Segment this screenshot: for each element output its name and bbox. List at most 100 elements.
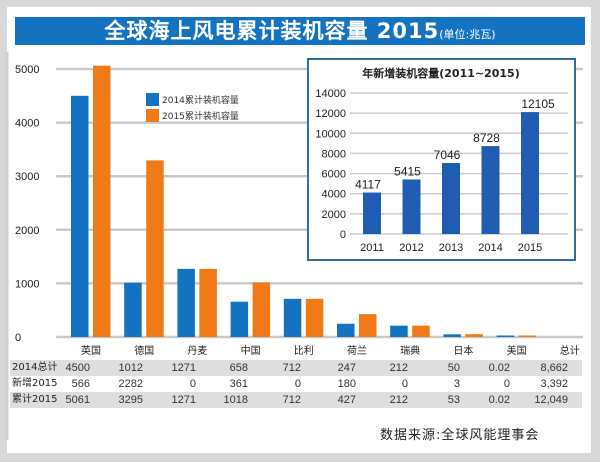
table-cell: 0 [503,378,510,390]
x-category-label: 德国 [134,344,154,357]
table-cell: 3295 [118,394,143,406]
inset-title: 年新增装机容量(2011~2015) [362,66,520,80]
table-cell: 427 [337,394,356,406]
inset-y-tick-label: 14000 [315,88,346,100]
table-row-2014-total: 2014总计 4500 1012 1271 658 712 247 212 50 0.02 8,6… [10,360,582,376]
table-cell: 5061 [65,394,90,406]
unit-label: (单位:兆瓦) [439,28,496,41]
inset-y-tick-label: 6000 [322,169,346,181]
x-category-label: 中国 [241,344,261,357]
x-category-label: 美国 [507,344,527,357]
inset-bar [481,146,500,234]
inset-y-tick-label: 4000 [322,189,346,201]
table-cell: 2282 [118,378,143,390]
legend-swatch-2015 [146,109,159,122]
inset-y-tick-label: 2000 [322,209,346,221]
table-cell: 0 [294,378,301,390]
table-cell: 658 [229,362,248,374]
inset-y-tick-label: 0 [340,229,346,241]
table-cell: 53 [447,394,460,406]
legend-label-2014: 2014累计装机容量 [162,94,239,106]
inset-x-category-label: 2014 [478,242,502,254]
bar-2015 [359,314,377,337]
table-cell: 3,392 [540,378,568,390]
table-cell: 361 [229,378,248,390]
x-category-label: 荷兰 [347,344,367,357]
row-header: 新增2015 [12,378,58,389]
y-tick-label: 3000 [15,171,39,183]
y-tick-label: 2000 [15,225,39,237]
bar-2015 [465,334,483,337]
inset-y-tick-label: 12000 [315,108,346,120]
table-cell: 712 [282,394,301,406]
table-cell: 1271 [171,362,196,374]
inset-x-category-label: 2011 [360,242,384,254]
title-bar: 全球海上风电累计装机容量 2015(单位:兆瓦) [15,17,585,45]
inset-x-category-label: 2012 [399,242,423,254]
bar-2014 [443,334,461,337]
page-title: 全球海上风电累计装机容量 2015 [104,19,440,43]
table-cell: 1018 [223,394,248,406]
y-tick-label: 4000 [15,118,39,130]
inset-data-label: 4117 [355,178,381,192]
table-cell: 3 [453,378,460,390]
data-source: 数据来源:全球风能理事会 [380,428,540,443]
table-cell: 1271 [171,394,196,406]
table-cell: 0.02 [488,394,510,406]
table-cell: 8,662 [540,362,568,374]
table-cell: 712 [282,362,301,374]
bar-2014 [496,335,515,337]
inset-data-label: 12105 [521,97,555,111]
bar-2014 [124,282,142,337]
inset-y-tick-label: 8000 [322,148,346,160]
x-category-label: 日本 [453,344,473,357]
inset-data-label: 7046 [434,148,461,162]
inset-bar [521,112,539,234]
legend-label-2015: 2015累计装机容量 [162,110,239,122]
bar-2014 [337,323,355,337]
x-category-label: 比利 [294,345,314,357]
x-category-label: 丹麦 [187,345,207,357]
inset-x-category-label: 2015 [518,242,542,254]
inset-y-tick-label: 10000 [315,128,346,140]
data-table: 2014总计 4500 1012 1271 658 712 247 212 50 0.02 8,6… [10,360,582,408]
bar-2015 [93,65,111,337]
bar-2014 [230,301,249,337]
x-category-label: 瑞典 [400,344,420,357]
legend: 2014累计装机容量 2015累计装机容量 [146,93,239,122]
bar-2015 [252,282,271,337]
table-row-2015-cumulative: 累计2015 5061 3295 1271 1018 712 427 212 53 0.02 12… [10,392,582,408]
table-cell: 4500 [65,362,90,374]
inset-data-label: 5415 [394,164,421,178]
row-header: 累计2015 [12,394,58,405]
table-cell: 0.02 [488,362,510,374]
table-cell: 212 [389,362,408,374]
x-category-label: 英国 [81,344,101,357]
table-cell: 212 [389,394,408,406]
table-cell: 0 [401,378,408,390]
table-cell: 12,049 [534,394,568,406]
inset-x-category-label: 2013 [439,242,463,254]
x-category-label: 总计 [560,344,580,357]
inset-bar [363,192,381,234]
row-header: 2014总计 [12,362,58,373]
inset-bar [442,163,460,234]
bar-2014 [390,325,408,337]
inset-data-label: 8728 [473,131,500,145]
table-cell: 566 [71,378,90,390]
table-cell: 0 [189,378,196,390]
table-cell: 50 [447,362,460,374]
inset-bar [402,179,421,234]
legend-swatch-2014 [146,93,159,106]
bar-2015 [199,268,217,337]
y-tick-label: 5000 [15,64,39,76]
bar-2014 [177,268,195,337]
table-row-2015-new: 新增2015 566 2282 0 361 0 180 0 3 0 3,392 [10,376,582,392]
y-tick-label: 0 [15,332,21,344]
bar-2014 [71,95,89,337]
y-tick-label: 1000 [15,278,39,290]
bar-2014 [283,298,302,337]
table-cell: 1012 [118,362,143,374]
